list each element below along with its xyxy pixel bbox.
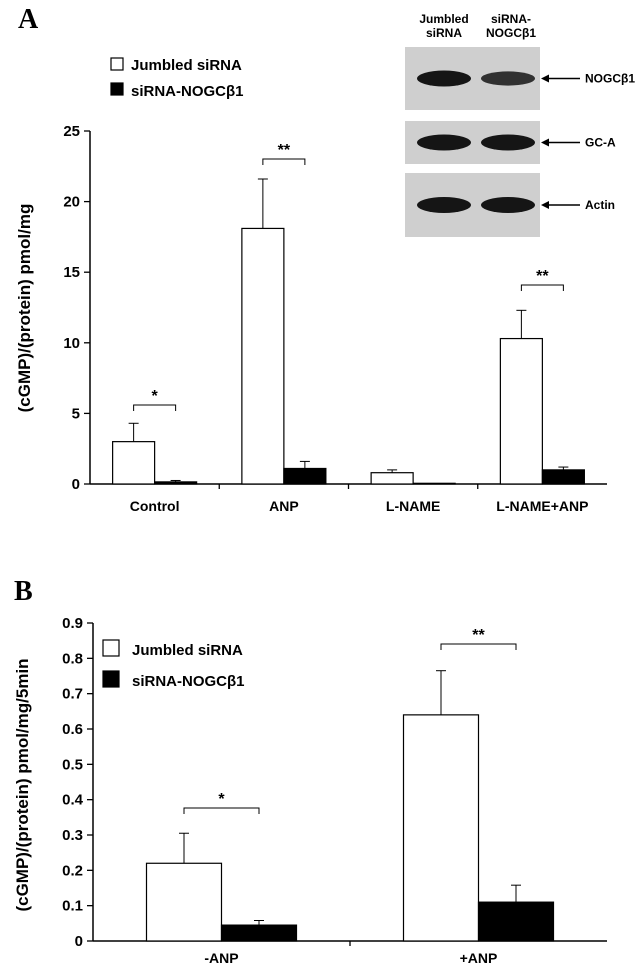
significance-marker: ** [278, 142, 291, 159]
y-tick-label: 5 [72, 405, 80, 422]
y-tick-label: 15 [63, 264, 80, 281]
significance-bracket [262, 158, 306, 165]
blot-band [417, 197, 471, 213]
x-category-label: Control [130, 498, 180, 514]
panel-a-y-axis-label: (cGMP)/(protein) pmol/mg [15, 204, 34, 413]
panel-b-y-axis-label: (cGMP)/(protein) pmol/mg/5min [13, 658, 32, 911]
blot-band-label: Actin [585, 198, 615, 212]
panel-b-legend-label-jumbled: Jumbled siRNA [132, 642, 243, 659]
x-category-label: -ANP [204, 950, 238, 966]
significance-marker: ** [472, 627, 485, 644]
blot-band-label: GC-A [585, 136, 616, 150]
panel-b-legend-swatch-sirna [102, 670, 120, 688]
bar-jumbled-sirna [112, 441, 156, 485]
blot-lane-label-1-line-1: Jumbled [419, 12, 468, 26]
panel-a-legend-swatch-jumbled [110, 57, 124, 71]
blot-band [481, 134, 535, 151]
bar-sirna-nogcb1 [154, 481, 198, 485]
panel-a-legend-label-sirna: siRNA-NOGCβ1 [131, 83, 244, 100]
significance-marker: * [218, 791, 225, 808]
y-tick-label: 0 [72, 476, 80, 493]
panel-a-legend: Jumbled siRNA siRNA-NOGCβ1 [110, 57, 244, 100]
bar-sirna-nogcb1 [283, 467, 327, 485]
y-tick-label: 10 [63, 335, 80, 352]
bar-jumbled-sirna [241, 227, 285, 485]
significance-bracket [183, 807, 260, 814]
panel-a-chart: (cGMP)/(protein) pmol/mg 0 5 10 15 20 25 Contr… [15, 123, 607, 514]
panel-b-letter: B [14, 576, 33, 607]
blot-arrowhead [541, 74, 549, 83]
x-category-label: ANP [269, 498, 299, 514]
blot-band-label: NOGCβ1 [585, 72, 635, 86]
panel-b-legend-swatch-jumbled [102, 639, 120, 657]
bar-jumbled-sirna [499, 337, 543, 485]
blot-band [481, 197, 535, 213]
bar-sirna-nogcb1 [477, 901, 555, 942]
x-category-label: L-NAME [386, 498, 440, 514]
panel-a-legend-label-jumbled: Jumbled siRNA [131, 57, 242, 74]
significance-bracket [440, 643, 517, 650]
bar-jumbled-sirna [370, 472, 414, 485]
y-tick-label: 0.1 [62, 898, 83, 915]
y-tick-label: 0.3 [62, 827, 83, 844]
significance-marker: ** [536, 268, 549, 285]
bar-jumbled-sirna [145, 862, 223, 942]
y-tick-label: 0.9 [62, 615, 83, 632]
bar-sirna-nogcb1 [412, 482, 456, 485]
panel-b-legend: Jumbled siRNA siRNA-NOGCβ1 [102, 639, 245, 690]
y-tick-label: 0.7 [62, 686, 83, 703]
x-category-label: +ANP [460, 950, 498, 966]
blot-lane-label-2-line-2: NOGCβ1 [486, 26, 536, 40]
y-tick-label: 0.6 [62, 721, 83, 738]
panel-a-legend-swatch-sirna [110, 82, 124, 96]
y-tick-label: 0.5 [62, 756, 83, 773]
y-tick-label: 0 [75, 933, 83, 950]
y-tick-label: 0.8 [62, 650, 83, 667]
blot-panels: NOGCβ1 GC-A Actin [405, 47, 635, 237]
bar-sirna-nogcb1 [541, 469, 585, 485]
blot-band [417, 70, 471, 87]
blot-lane-label-2-line-1: siRNA- [491, 12, 531, 26]
blot-arrowhead [541, 201, 549, 209]
blot-lane-label-1-line-2: siRNA [426, 26, 462, 40]
bar-jumbled-sirna [402, 714, 480, 942]
y-tick-label: 25 [63, 123, 80, 140]
y-tick-label: 0.4 [62, 792, 84, 809]
panel-b-legend-label-sirna: siRNA-NOGCβ1 [132, 673, 245, 690]
y-tick-label: 0.2 [62, 862, 83, 879]
blot-arrowhead [541, 138, 549, 147]
significance-marker: * [152, 388, 159, 405]
blot-band [417, 134, 471, 151]
significance-bracket [520, 284, 564, 291]
panel-a-letter: A [18, 4, 39, 35]
significance-bracket [133, 404, 177, 411]
bar-sirna-nogcb1 [220, 924, 298, 942]
panel-b-chart: (cGMP)/(protein) pmol/mg/5min 0 0.1 0.2 0.3… [13, 615, 607, 966]
y-tick-label: 20 [63, 194, 80, 211]
blot-band [481, 71, 535, 86]
x-category-label: L-NAME+ANP [496, 498, 588, 514]
western-blot-inset: Jumbled siRNA siRNA- NOGCβ1 NOGCβ1 GC-A Ac… [405, 12, 635, 237]
